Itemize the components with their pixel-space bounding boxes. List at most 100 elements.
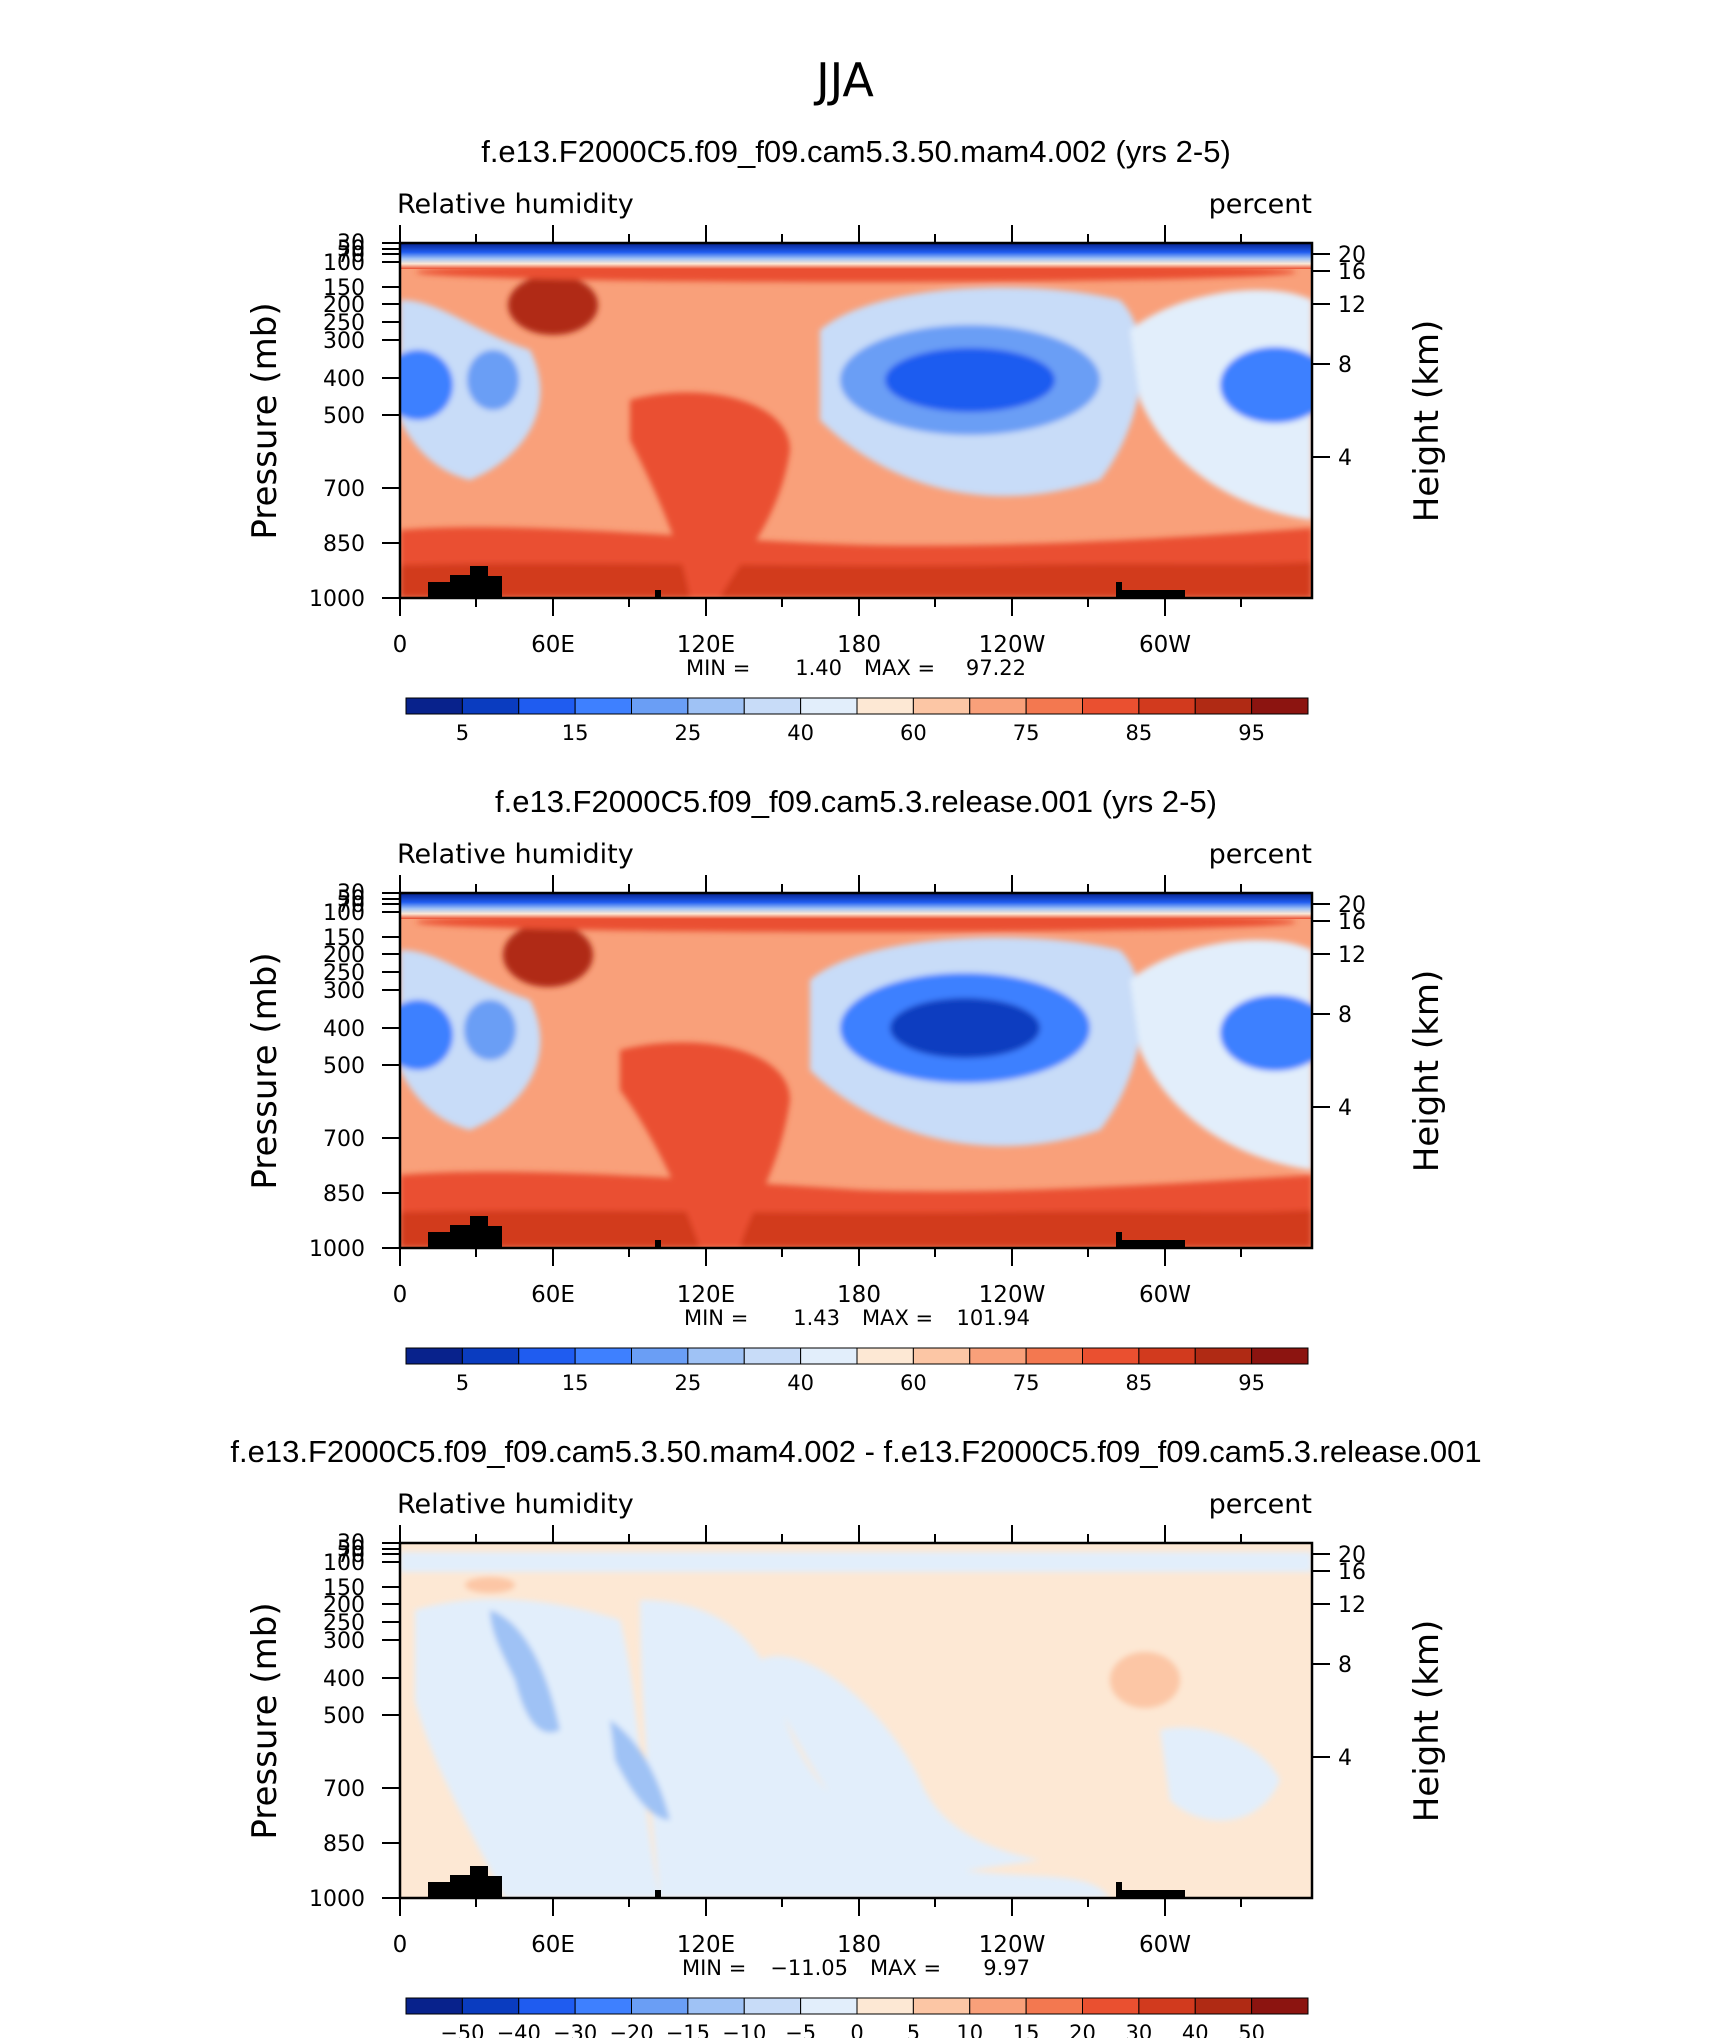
x-tick-label: 0 — [393, 1282, 408, 1308]
colorbar-label: −30 — [553, 2021, 597, 2038]
colorbar-label: 85 — [1126, 721, 1153, 745]
y-tick-labels: 30 50 70 100 150 200 250 300 400 500 700… — [309, 1531, 365, 1912]
negative-region-mid — [760, 1656, 1040, 1880]
colorbar-swatch — [687, 1997, 745, 2015]
y-axis-title: Pressure (mb) — [245, 302, 285, 539]
colorbar-swatch — [743, 697, 802, 715]
dry-core-west-2 — [464, 1000, 516, 1060]
colorbar-swatch — [1138, 1997, 1196, 2015]
moist-surface-band — [400, 562, 1312, 598]
y-tick-label: 70 — [337, 1543, 365, 1568]
colorbar-label: −20 — [609, 2021, 653, 2038]
colorbar-label: 75 — [1013, 721, 1040, 745]
colorbar-swatch — [800, 1997, 858, 2015]
height-tick-label: 4 — [1338, 1096, 1352, 1121]
y-tick-label: 70 — [337, 893, 365, 918]
y-tick-label: 30 — [337, 881, 365, 906]
colorbar-swatch — [1025, 1347, 1083, 1365]
colorbar: 5 15 25 40 60 75 85 95 — [405, 697, 1309, 745]
height-tick-label: 16 — [1338, 260, 1366, 285]
colorbar: 5 15 25 40 60 75 85 95 — [405, 1347, 1309, 1395]
colorbar-swatch — [1251, 1347, 1309, 1365]
colorbar-label: −10 — [722, 2021, 766, 2038]
panel-title: f.e13.F2000C5.f09_f09.cam5.3.50.mam4.002… — [481, 134, 1231, 169]
x-tick-labels: 0 60E 120E 180 120W 60W — [393, 1932, 1191, 1958]
colorbar-swatch — [461, 697, 520, 715]
max-label: MAX = — [870, 1956, 941, 1980]
stats-line: MIN = 1.43 MAX = 101.94 — [684, 1306, 1030, 1330]
y-tick-label: 100 — [323, 1551, 365, 1576]
y-tick-label: 850 — [323, 532, 365, 557]
colorbar-label: −5 — [785, 2021, 816, 2038]
x-tick-label: 120W — [979, 632, 1046, 658]
colorbar: −50 −40 −30 −20 −15 −10 −5 0 5 10 15 20 30 40 50 — [405, 1997, 1309, 2038]
positive-blob-120w — [1110, 1652, 1180, 1708]
y-axis-title-right: Height (km) — [1407, 1620, 1447, 1823]
height-tick-label: 4 — [1338, 1746, 1352, 1771]
colorbar-swatch — [518, 1997, 576, 2015]
colorbar-swatch — [687, 697, 745, 715]
min-value: 1.40 — [795, 656, 842, 680]
colorbar-swatch — [743, 1997, 802, 2015]
contour-field — [400, 243, 1312, 598]
stratosphere-gradient — [400, 893, 1312, 919]
x-tick-label: 60E — [531, 632, 575, 658]
colorbar-swatch — [631, 697, 689, 715]
y-tick-label: 850 — [323, 1832, 365, 1857]
colorbar-swatch — [631, 1997, 689, 2015]
height-tick-label: 12 — [1338, 293, 1366, 318]
colorbar-swatch — [743, 1347, 802, 1365]
x-tick-label: 0 — [393, 632, 408, 658]
panel-2: f.e13.F2000C5.f09_f09.cam5.3.release.001… — [245, 784, 1447, 1395]
x-tick-label: 60E — [531, 1932, 575, 1958]
y-tick-label: 100 — [323, 901, 365, 926]
colorbar-label: 15 — [1013, 2021, 1040, 2038]
dry-core-central-inner — [890, 998, 1040, 1058]
colorbar-swatch — [912, 1347, 971, 1365]
colorbar-swatch — [1025, 1997, 1083, 2015]
x-tick-label: 180 — [837, 1282, 881, 1308]
y-tick-label: 300 — [323, 329, 365, 354]
colorbar-label: 25 — [675, 1371, 702, 1395]
negative-region-west — [415, 1599, 660, 1898]
colorbar-swatch — [405, 697, 463, 715]
colorbar-swatch — [1194, 1347, 1253, 1365]
y-right-tick-labels: 20 16 12 8 4 — [1338, 1543, 1366, 1771]
colorbar-swatch — [856, 697, 914, 715]
colorbar-swatch — [969, 1997, 1027, 2015]
dry-core-west — [400, 350, 453, 420]
colorbar-swatch — [461, 1347, 520, 1365]
y-tick-labels: 30 50 70 100 150 200 250 300 400 500 700… — [309, 231, 365, 612]
y-tick-label: 200 — [323, 293, 365, 318]
y-tick-label: 30 — [337, 1531, 365, 1556]
stats-line: MIN = 1.40 MAX = 97.22 — [686, 656, 1026, 680]
colorbar-swatch — [461, 1997, 520, 2015]
colorbar-swatch — [574, 1347, 632, 1365]
x-tick-labels: 0 60E 120E 180 120W 60W — [393, 1282, 1191, 1308]
y-tick-label: 300 — [323, 979, 365, 1004]
variable-label: Relative humidity — [397, 839, 634, 870]
min-value: 1.43 — [793, 1306, 840, 1330]
y-tick-label: 50 — [337, 237, 365, 262]
height-tick-label: 4 — [1338, 446, 1352, 471]
dry-core-central-inner — [885, 348, 1055, 412]
y-tick-label: 850 — [323, 1182, 365, 1207]
height-tick-label: 12 — [1338, 943, 1366, 968]
plot-frame — [398, 1541, 1314, 1900]
colorbar-label: 40 — [1182, 2021, 1209, 2038]
min-value: −11.05 — [770, 1956, 848, 1980]
colorbar-swatch — [518, 1347, 576, 1365]
negative-region-central — [640, 1600, 1110, 1898]
colorbar-swatch — [631, 1347, 689, 1365]
colorbar-label: 30 — [1126, 2021, 1153, 2038]
colorbar-swatch — [856, 1347, 914, 1365]
colorbar-swatch — [574, 697, 632, 715]
colorbar-label: 50 — [1238, 2021, 1265, 2038]
height-tick-label: 20 — [1338, 893, 1366, 918]
y-tick-label: 50 — [337, 1537, 365, 1562]
colorbar-swatch — [405, 1347, 463, 1365]
colorbar-swatch — [1251, 1997, 1309, 2015]
colorbar-swatch — [1025, 697, 1083, 715]
y-axis-title-right: Height (km) — [1407, 320, 1447, 523]
y-tick-label: 400 — [323, 367, 365, 392]
